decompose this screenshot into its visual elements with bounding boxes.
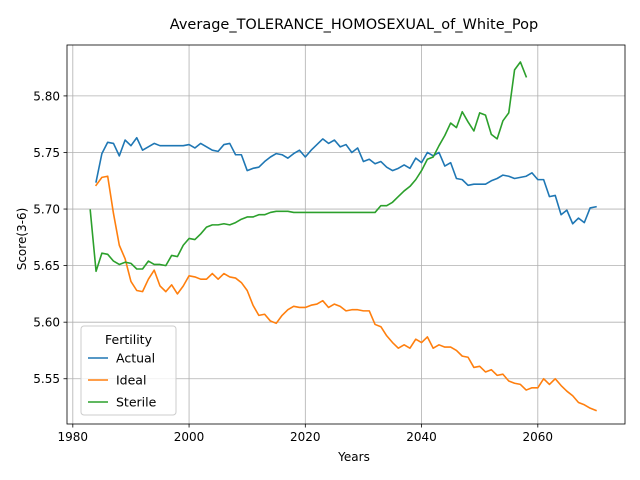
x-tick-label: 2020 [290, 430, 321, 444]
y-tick-label: 5.55 [33, 372, 60, 386]
legend-entries: Actual Ideal Sterile [88, 351, 157, 410]
x-tick-label: 2040 [406, 430, 437, 444]
legend-label-ideal: Ideal [116, 373, 146, 388]
x-axis-label: Years [337, 450, 370, 464]
x-tick-label: 2000 [174, 430, 205, 444]
y-tick-label: 5.70 [33, 203, 60, 217]
y-tick-label: 5.80 [33, 89, 60, 103]
legend: Fertility Actual Ideal Sterile [80, 325, 177, 416]
series-lines [89, 61, 597, 412]
legend-label-sterile: Sterile [116, 395, 157, 410]
series-line-ideal [94, 175, 597, 412]
legend-label-actual: Actual [116, 351, 155, 366]
grid-lines [67, 45, 625, 424]
legend-title: Fertility [105, 332, 153, 347]
chart-title: Average_TOLERANCE_HOMOSEXUAL_of_White_Po… [170, 17, 538, 33]
series-line-sterile [89, 61, 528, 273]
x-tick-label: 2060 [523, 430, 554, 444]
legend-box [80, 325, 177, 416]
y-tick-label: 5.60 [33, 316, 60, 330]
y-tick-label: 5.75 [33, 146, 60, 160]
plot-frame [66, 44, 626, 425]
series-line-actual [95, 136, 597, 225]
y-axis-label: Score(3-6) [15, 208, 29, 271]
x-tick-label: 1980 [58, 430, 89, 444]
y-tick-label: 5.65 [33, 259, 60, 273]
x-axis-ticks: 1980 2000 2020 2040 2060 [58, 424, 554, 444]
y-axis-ticks: 5.55 5.60 5.65 5.70 5.75 5.80 [33, 89, 67, 386]
